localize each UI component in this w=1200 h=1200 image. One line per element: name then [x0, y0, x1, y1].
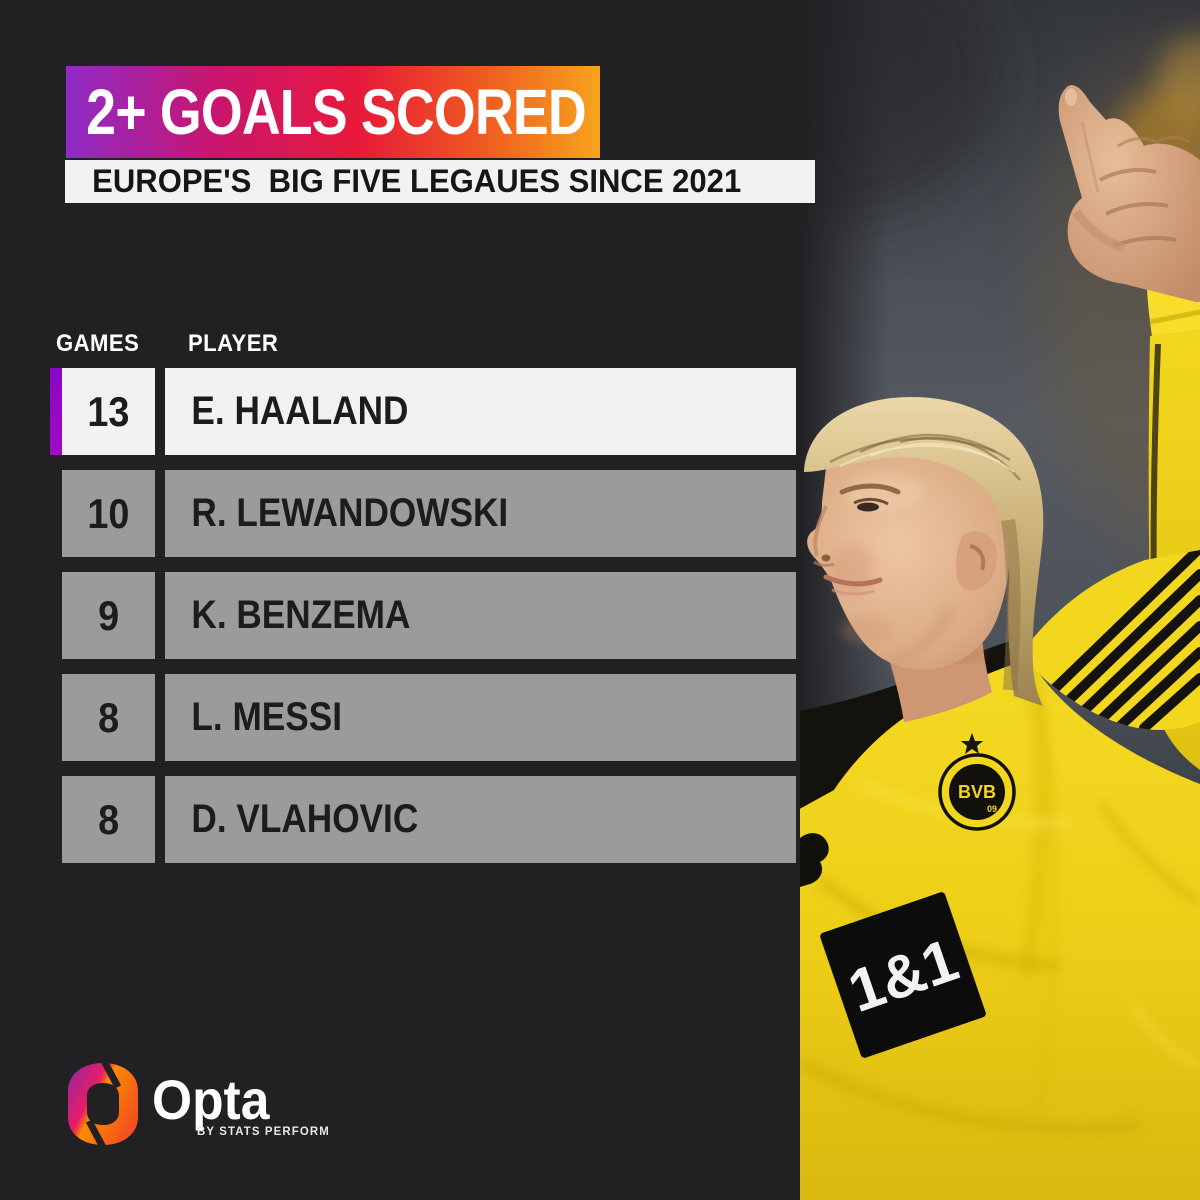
player-photo: BVB 09 1&1 [680, 0, 1200, 1200]
games-cell: 8 [62, 674, 155, 761]
cell-gap [155, 368, 165, 455]
games-cell: 10 [62, 470, 155, 557]
fingernail [1065, 88, 1077, 106]
mouth [823, 574, 883, 587]
ear [956, 531, 998, 591]
sponsor-patch: 1&1 [820, 892, 986, 1058]
thumb [1072, 209, 1126, 253]
games-value: 8 [97, 795, 120, 843]
pointing-hand [1058, 85, 1200, 302]
highlight-accent-bar [50, 368, 62, 455]
player-cell: R. LEWANDOWSKI [165, 470, 796, 557]
opta-wordmark: Opta [152, 1068, 270, 1131]
player-name: L. MESSI [191, 695, 343, 739]
games-value: 13 [87, 387, 130, 435]
nose [813, 505, 828, 557]
puma-logo-icon [800, 833, 829, 887]
games-cell: 9 [62, 572, 155, 659]
opta-logo-icon [66, 1055, 140, 1153]
table-row: 9 K. BENZEMA [50, 572, 796, 659]
player-name: R. LEWANDOWSKI [191, 491, 509, 535]
page-subtitle: EUROPE'S BIG FIVE LEGAUES SINCE 2021 [92, 163, 742, 199]
svg-text:09: 09 [987, 804, 997, 814]
jersey [794, 638, 1200, 1200]
table-row: 8 L. MESSI [50, 674, 796, 761]
games-cell: 13 [62, 368, 155, 455]
player-cell: K. BENZEMA [165, 572, 796, 659]
svg-text:BVB: BVB [958, 782, 996, 802]
player-photo-art: BVB 09 1&1 [680, 0, 1200, 1200]
column-header-player: PLAYER [188, 330, 279, 357]
player-cell: E. HAALAND [165, 368, 796, 455]
games-value: 10 [87, 489, 130, 537]
table-row: 8 D. VLAHOVIC [50, 776, 796, 863]
games-value: 9 [97, 591, 120, 639]
title-banner: 2+ GOALS SCORED [66, 66, 600, 158]
games-cell: 8 [62, 776, 155, 863]
subtitle-bar: EUROPE'S BIG FIVE LEGAUES SINCE 2021 [65, 160, 815, 203]
player-name: D. VLAHOVIC [191, 797, 419, 841]
eyebrow [839, 483, 901, 495]
page-title: 2+ GOALS SCORED [86, 76, 587, 148]
champion-star-icon [961, 733, 983, 754]
games-value: 8 [97, 693, 120, 741]
player-cell: D. VLAHOVIC [165, 776, 796, 863]
player-face [807, 451, 1010, 670]
player-name: K. BENZEMA [191, 593, 411, 637]
bvb-badge-icon: BVB 09 [938, 753, 1016, 831]
stats-perform-byline: BY STATS PERFORM [197, 1124, 330, 1138]
table-row: 13 E. HAALAND [50, 368, 796, 455]
player-name: E. HAALAND [191, 389, 409, 433]
eye [857, 502, 879, 512]
hair [804, 396, 1044, 706]
stats-table: 13 E. HAALAND 10 R. LEWANDOWSKI 9 K. BEN… [50, 368, 796, 878]
column-header-games: GAMES [56, 330, 140, 357]
table-row: 10 R. LEWANDOWSKI [50, 470, 796, 557]
player-cell: L. MESSI [165, 674, 796, 761]
